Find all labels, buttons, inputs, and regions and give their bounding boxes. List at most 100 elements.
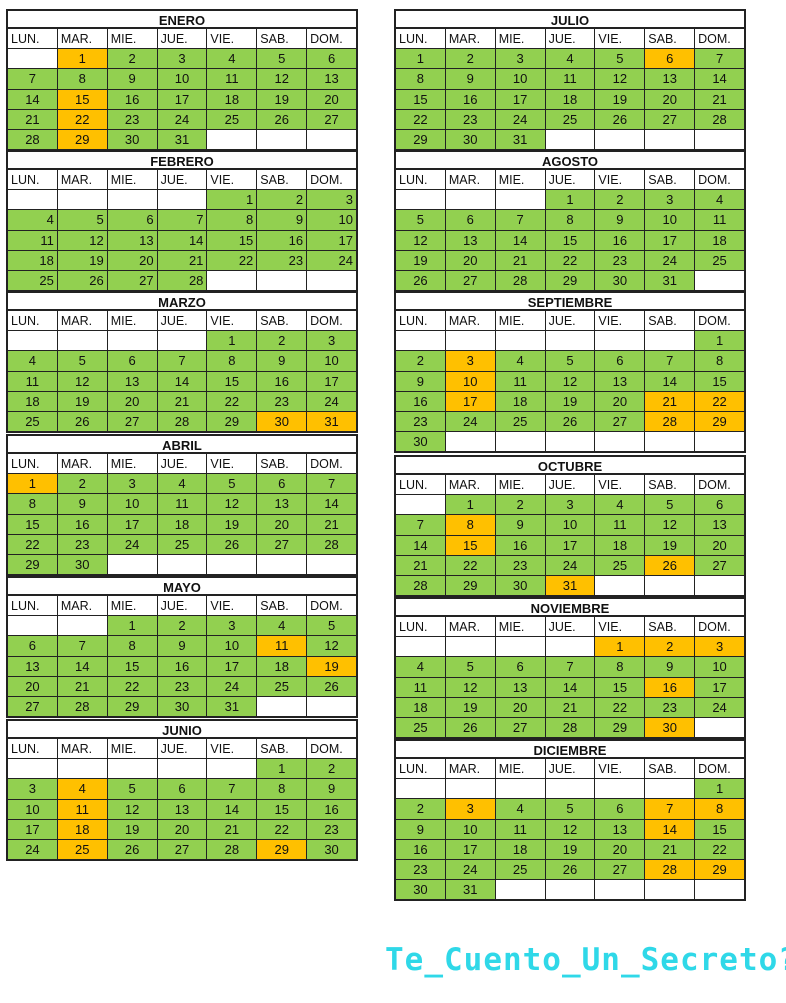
holiday-day-cell: 8 <box>695 799 745 820</box>
weekday-header: MIE. <box>495 617 546 638</box>
empty-cell <box>8 49 58 70</box>
day-cell: 26 <box>57 411 108 433</box>
day-cell: 7 <box>207 779 258 800</box>
weekday-header: DOM. <box>307 454 357 475</box>
day-cell: 27 <box>695 555 745 576</box>
weekday-header: JUE. <box>545 170 596 191</box>
day-cell: 1 <box>695 779 745 800</box>
day-cell: 29 <box>545 270 596 292</box>
day-cell: 2 <box>157 616 208 637</box>
day-cell: 20 <box>8 676 58 697</box>
day-cell: 15 <box>396 89 446 110</box>
day-cell: 7 <box>545 657 596 678</box>
month-title: MARZO <box>6 291 358 311</box>
empty-cell <box>545 432 596 453</box>
day-cell: 9 <box>495 515 546 536</box>
weekday-header: MIE. <box>107 739 158 760</box>
day-cell: 17 <box>307 230 357 251</box>
empty-cell <box>157 190 208 211</box>
day-cell: 7 <box>396 515 446 536</box>
holiday-day-cell: 10 <box>445 371 496 392</box>
day-cell: 14 <box>545 677 596 698</box>
holiday-day-cell: 14 <box>645 819 696 840</box>
month-grid: LUN. MAR. MIE. JUE. VIE. SAB. DOM. 1 2 3 4 5 6 7 8 9 10 1… <box>394 617 746 740</box>
weekday-header: JUE. <box>157 29 208 50</box>
empty-cell <box>545 880 596 901</box>
day-cell: 26 <box>545 859 596 881</box>
day-cell: 20 <box>595 391 646 412</box>
day-cell: 25 <box>396 717 446 739</box>
day-cell: 2 <box>257 331 308 352</box>
day-cell: 13 <box>257 494 308 515</box>
day-cell: 30 <box>445 129 496 151</box>
day-cell: 28 <box>8 129 58 151</box>
weekday-header: LUN. <box>396 617 446 638</box>
month-septiembre: SEPTIEMBRE LUN. MAR. MIE. JUE. VIE. SAB. DOM. 1… <box>394 291 746 454</box>
empty-cell <box>645 129 696 151</box>
weekday-header: SAB. <box>645 29 696 50</box>
day-cell: 14 <box>157 230 208 251</box>
day-cell: 15 <box>595 677 646 698</box>
day-cell: 24 <box>207 676 258 697</box>
day-cell: 26 <box>57 270 108 292</box>
day-cell: 7 <box>645 351 696 372</box>
day-cell: 2 <box>445 49 496 70</box>
day-cell: 21 <box>207 819 258 840</box>
empty-cell <box>695 717 745 739</box>
empty-cell <box>445 432 496 453</box>
month-marzo: MARZO LUN. MAR. MIE. JUE. VIE. SAB. DOM. 1 2 3 4 5 6… <box>6 291 358 434</box>
weekday-header: SAB. <box>645 617 696 638</box>
day-cell: 11 <box>495 819 546 840</box>
day-cell: 13 <box>107 371 158 392</box>
day-cell: 5 <box>207 474 258 495</box>
day-cell: 9 <box>257 210 308 231</box>
month-junio: JUNIO LUN. MAR. MIE. JUE. VIE. SAB. DOM. 1 2 3 4 5 6… <box>6 719 358 862</box>
day-cell: 20 <box>107 250 158 271</box>
weekday-header: LUN. <box>396 475 446 496</box>
day-cell: 26 <box>545 411 596 433</box>
day-cell: 18 <box>695 230 745 251</box>
day-cell: 24 <box>695 697 745 718</box>
holiday-day-cell: 25 <box>57 839 108 861</box>
day-cell: 20 <box>495 697 546 718</box>
empty-cell <box>545 331 596 352</box>
month-title: NOVIEMBRE <box>394 597 746 617</box>
day-cell: 21 <box>157 391 208 412</box>
day-cell: 3 <box>307 190 357 211</box>
holiday-day-cell: 21 <box>645 391 696 412</box>
day-cell: 21 <box>57 676 108 697</box>
day-cell: 6 <box>495 657 546 678</box>
empty-cell <box>595 432 646 453</box>
holiday-day-cell: 18 <box>57 819 108 840</box>
day-cell: 2 <box>57 474 108 495</box>
holiday-day-cell: 30 <box>645 717 696 739</box>
day-cell: 24 <box>157 109 208 130</box>
weekday-header: SAB. <box>257 170 308 191</box>
day-cell: 29 <box>8 554 58 576</box>
holiday-day-cell: 1 <box>57 49 108 70</box>
day-cell: 19 <box>207 514 258 535</box>
day-cell: 16 <box>257 230 308 251</box>
day-cell: 22 <box>695 839 745 860</box>
day-cell: 21 <box>157 250 208 271</box>
day-cell: 20 <box>107 391 158 412</box>
weekday-header: LUN. <box>396 170 446 191</box>
weekday-header: JUE. <box>545 311 596 332</box>
day-cell: 23 <box>157 676 208 697</box>
month-mayo: MAYO LUN. MAR. MIE. JUE. VIE. SAB. DOM. 1 2 3 4 5 6 7… <box>6 576 358 719</box>
day-cell: 5 <box>57 351 108 372</box>
empty-cell <box>157 331 208 352</box>
empty-cell <box>595 575 646 597</box>
weekday-header: MIE. <box>495 170 546 191</box>
day-cell: 9 <box>396 371 446 392</box>
day-cell: 1 <box>107 616 158 637</box>
day-cell: 9 <box>307 779 357 800</box>
day-cell: 27 <box>107 411 158 433</box>
weekday-header: SAB. <box>645 170 696 191</box>
empty-cell <box>595 129 646 151</box>
day-cell: 5 <box>545 799 596 820</box>
weekday-header: MIE. <box>107 596 158 617</box>
weekday-header: VIE. <box>207 170 258 191</box>
day-cell: 2 <box>396 799 446 820</box>
day-cell: 4 <box>396 657 446 678</box>
